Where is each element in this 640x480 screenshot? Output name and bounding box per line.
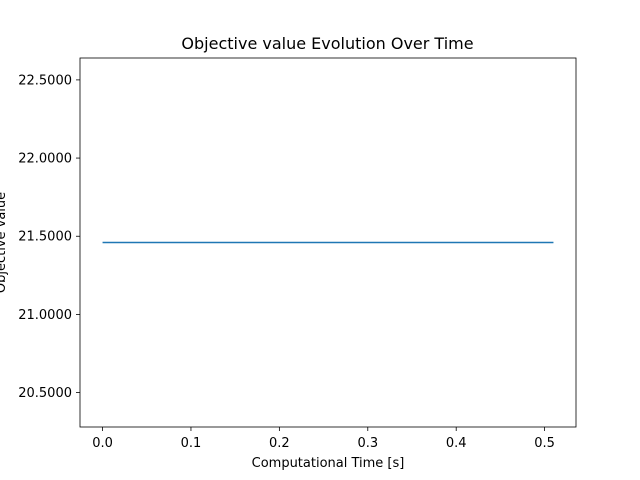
- y-tick-label: 21.5000: [18, 230, 72, 245]
- x-axis-label: Computational Time [s]: [252, 456, 405, 471]
- x-tick-label: 0.0: [92, 436, 113, 451]
- chart-title: Objective value Evolution Over Time: [181, 34, 473, 53]
- y-axis: 20.5000 21.0000 21.5000 22.0000 22.5000: [18, 73, 80, 401]
- x-tick-label: 0.1: [181, 436, 202, 451]
- y-tick-label: 20.5000: [18, 386, 72, 401]
- x-tick-label: 0.5: [534, 436, 555, 451]
- x-axis: 0.0 0.1 0.2 0.3 0.4 0.5: [92, 427, 555, 451]
- axes-frame: [79, 57, 577, 428]
- x-tick-label: 0.2: [269, 436, 290, 451]
- y-tick-label: 22.5000: [18, 73, 72, 88]
- plot-area: [79, 57, 577, 428]
- x-tick-label: 0.3: [357, 436, 378, 451]
- y-tick-label: 22.0000: [18, 152, 72, 167]
- y-tick-label: 21.0000: [18, 308, 72, 323]
- x-tick-label: 0.4: [446, 436, 467, 451]
- y-axis-label: Objective value: [0, 192, 9, 293]
